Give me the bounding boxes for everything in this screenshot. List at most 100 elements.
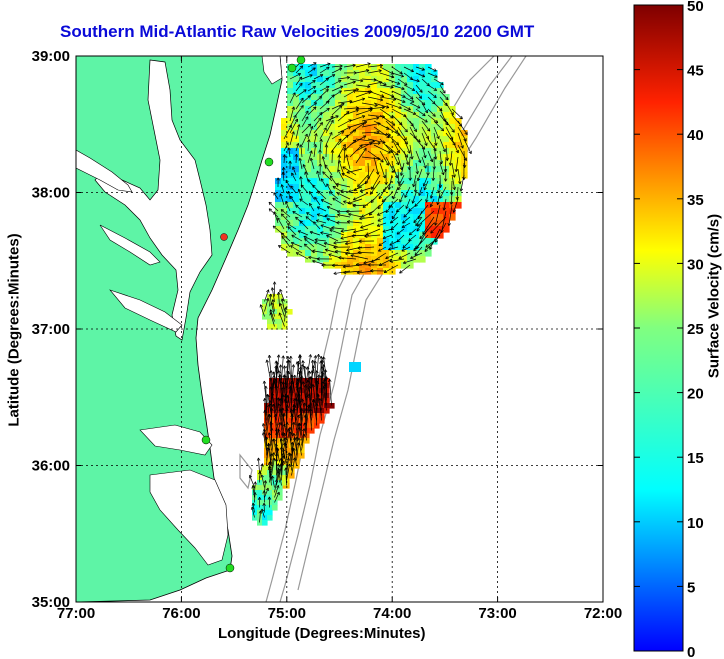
velocity-arrow-head <box>303 433 306 438</box>
velocity-arrow-head <box>417 225 421 227</box>
colorbar-tick-label: 45 <box>687 63 704 80</box>
velocity-arrow <box>349 78 364 82</box>
velocity-cell <box>371 190 378 197</box>
velocity-cell <box>407 256 414 263</box>
velocity-arrow-head <box>321 156 324 160</box>
velocity-arrow-head <box>321 360 325 363</box>
velocity-arrow-head <box>427 172 430 176</box>
velocity-arrow-head <box>298 143 300 147</box>
velocity-cell <box>299 94 306 101</box>
velocity-arrow-head <box>303 414 306 418</box>
velocity-arrow <box>343 147 346 164</box>
velocity-arrow-head <box>433 156 437 160</box>
velocity-arrow <box>273 192 279 200</box>
velocity-arrow-head <box>279 289 283 292</box>
velocity-cell <box>437 130 444 137</box>
velocity-arrow-head <box>411 96 414 100</box>
radar-station-marker[interactable] <box>201 435 211 445</box>
velocity-arrow-head <box>284 467 287 471</box>
velocity-cell <box>319 393 325 399</box>
velocity-arrow-head <box>323 127 327 130</box>
velocity-arrow-head <box>299 144 302 148</box>
velocity-arrow-head <box>348 126 351 130</box>
velocity-arrow <box>331 105 343 116</box>
velocity-arrow-head <box>322 356 324 360</box>
velocity-arrow <box>337 77 350 80</box>
velocity-arrow-head <box>329 131 333 135</box>
colorbar-tick-label: 25 <box>687 321 704 338</box>
velocity-arrow-head <box>308 256 312 260</box>
velocity-cell <box>299 130 306 137</box>
velocity-cell <box>305 88 312 95</box>
colorbar-tick-label: 0 <box>687 644 695 659</box>
radar-station-marker[interactable] <box>220 233 228 241</box>
velocity-arrow-head <box>320 366 323 370</box>
velocity-cell <box>371 250 378 257</box>
velocity-arrow <box>349 144 363 158</box>
velocity-arrow <box>347 198 363 204</box>
velocity-arrow-head <box>323 386 326 390</box>
velocity-arrow-head <box>445 178 448 182</box>
colorbar-tick-label: 35 <box>687 192 704 209</box>
velocity-arrow <box>319 138 322 152</box>
velocity-arrow <box>264 409 267 431</box>
velocity-arrow-head <box>304 171 308 175</box>
velocity-arrow-head <box>290 442 293 446</box>
velocity-arrow-head <box>320 375 323 379</box>
velocity-cell <box>365 142 372 149</box>
velocity-arrow-head <box>287 359 290 363</box>
velocity-cell <box>311 160 318 167</box>
radar-station-marker[interactable] <box>287 63 297 73</box>
velocity-arrow-head <box>337 214 340 217</box>
velocity-arrow-head <box>301 375 304 379</box>
velocity-arrow-head <box>260 510 263 514</box>
velocity-arrow-head <box>260 304 263 307</box>
velocity-cell <box>437 214 444 221</box>
velocity-cell <box>347 244 354 251</box>
velocity-arrow-head <box>308 385 312 389</box>
velocity-arrow <box>383 264 399 274</box>
radar-station-marker[interactable] <box>225 563 235 573</box>
velocity-arrow-head <box>304 238 306 242</box>
velocity-cell <box>419 94 426 101</box>
velocity-arrow-head <box>323 364 326 368</box>
velocity-cell <box>371 268 378 275</box>
velocity-arrow-head <box>315 403 318 406</box>
velocity-arrow-head <box>276 491 280 495</box>
radar-station-marker[interactable] <box>296 56 306 65</box>
velocity-arrow-head <box>305 366 308 370</box>
velocity-arrow-head <box>269 370 272 374</box>
velocity-arrow-head <box>289 431 293 435</box>
velocity-arrow-head <box>363 120 368 123</box>
velocity-arrow-head <box>295 204 299 207</box>
velocity-arrow-head <box>290 385 293 389</box>
velocity-arrow-head <box>276 471 279 475</box>
velocity-arrow <box>397 78 408 86</box>
velocity-arrow-head <box>399 172 402 176</box>
velocity-arrow-head <box>354 129 357 133</box>
velocity-arrow-head <box>273 452 276 456</box>
velocity-cell <box>407 226 414 233</box>
velocity-arrow-head <box>313 106 317 109</box>
velocity-arrow-head <box>273 225 277 227</box>
velocity-cell <box>413 184 420 191</box>
radar-station-marker[interactable] <box>264 157 274 167</box>
velocity-cell <box>305 226 312 233</box>
velocity-cell <box>317 130 324 137</box>
velocity-cell <box>443 106 450 113</box>
velocity-arrow-head <box>352 205 356 208</box>
velocity-arrow-head <box>404 113 407 117</box>
velocity-cell <box>377 208 384 215</box>
velocity-cell <box>419 220 426 227</box>
velocity-cell <box>311 88 318 95</box>
velocity-arrow-head <box>350 255 354 258</box>
velocity-cell <box>419 172 426 179</box>
velocity-arrow-head <box>265 297 269 301</box>
velocity-cell <box>262 500 268 506</box>
velocity-cell <box>371 238 378 245</box>
velocity-cell <box>377 196 384 203</box>
velocity-cell <box>299 403 305 409</box>
velocity-arrow <box>427 90 437 98</box>
velocity-cell <box>377 100 384 107</box>
